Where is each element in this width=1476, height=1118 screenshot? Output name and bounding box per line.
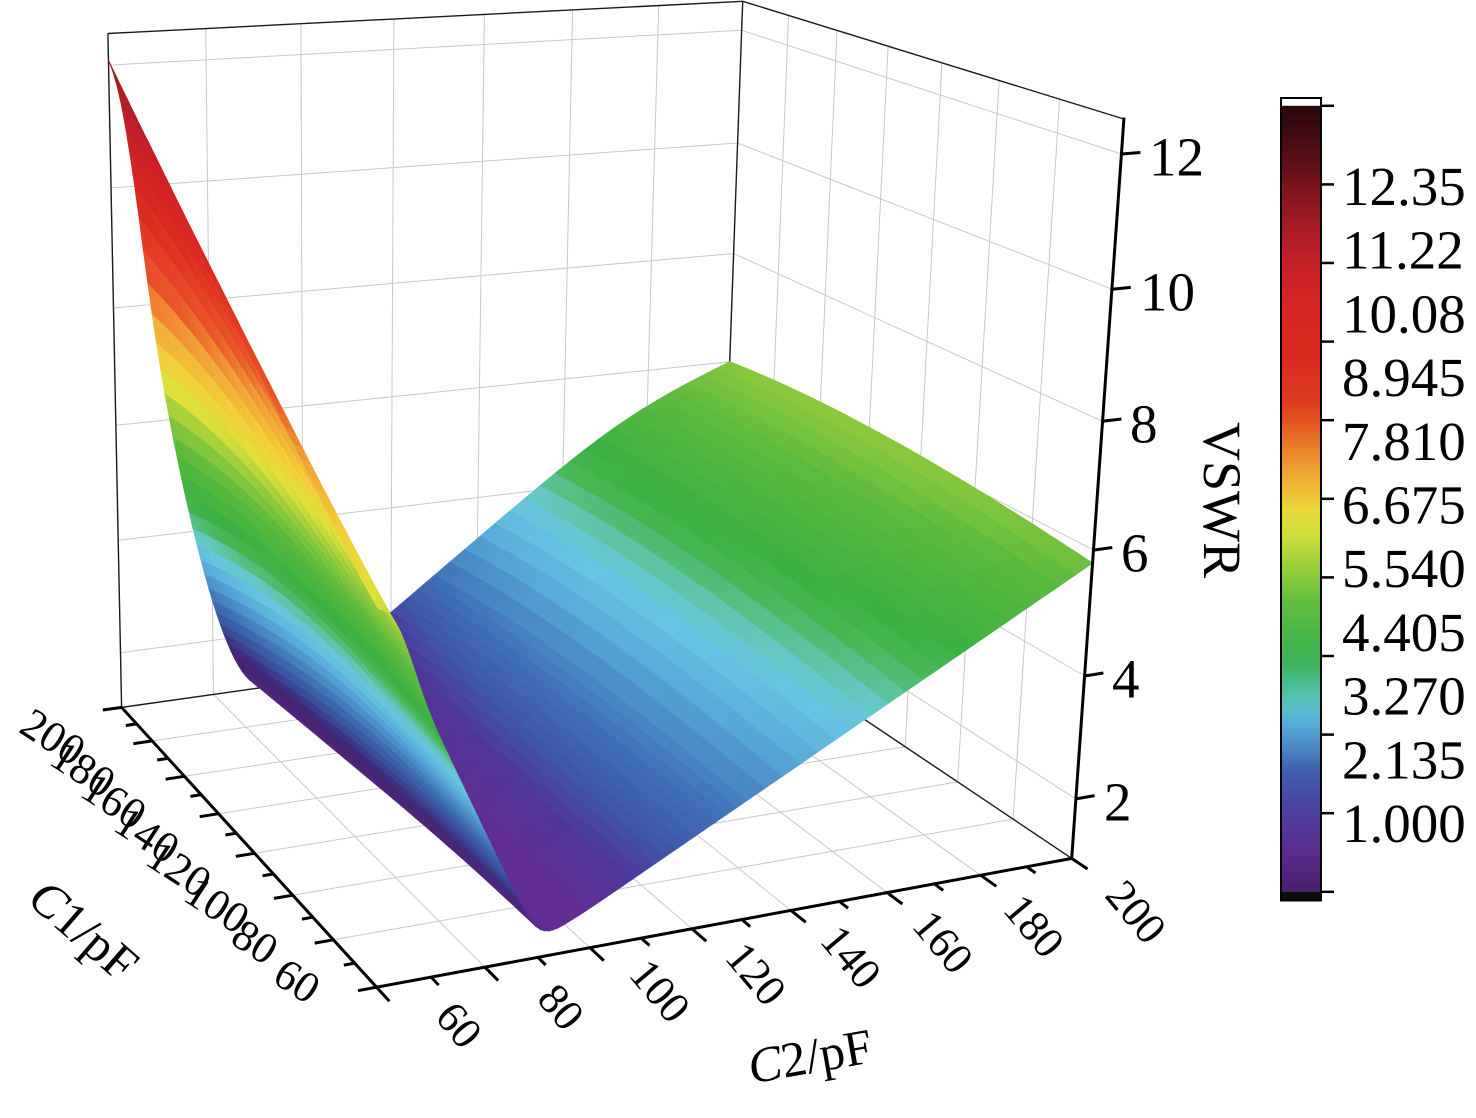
svg-text:8.945: 8.945 [1342,347,1466,408]
svg-text:2: 2 [1104,772,1132,833]
svg-text:1.000: 1.000 [1342,793,1466,854]
svg-text:7.810: 7.810 [1342,411,1466,472]
svg-text:10: 10 [1140,262,1195,323]
svg-text:11.22: 11.22 [1342,220,1464,281]
svg-text:6.675: 6.675 [1342,475,1466,536]
svg-text:2.135: 2.135 [1342,729,1466,790]
svg-text:6: 6 [1121,523,1149,584]
svg-text:5.540: 5.540 [1342,538,1466,599]
svg-text:8: 8 [1130,394,1158,455]
svg-text:3.270: 3.270 [1342,666,1466,727]
svg-text:VSWR: VSWR [1192,422,1252,578]
svg-text:12.35: 12.35 [1342,156,1466,217]
svg-text:10.08: 10.08 [1342,283,1466,344]
svg-text:12: 12 [1149,127,1204,188]
svg-text:4.405: 4.405 [1342,602,1466,663]
svg-text:4: 4 [1112,649,1140,710]
